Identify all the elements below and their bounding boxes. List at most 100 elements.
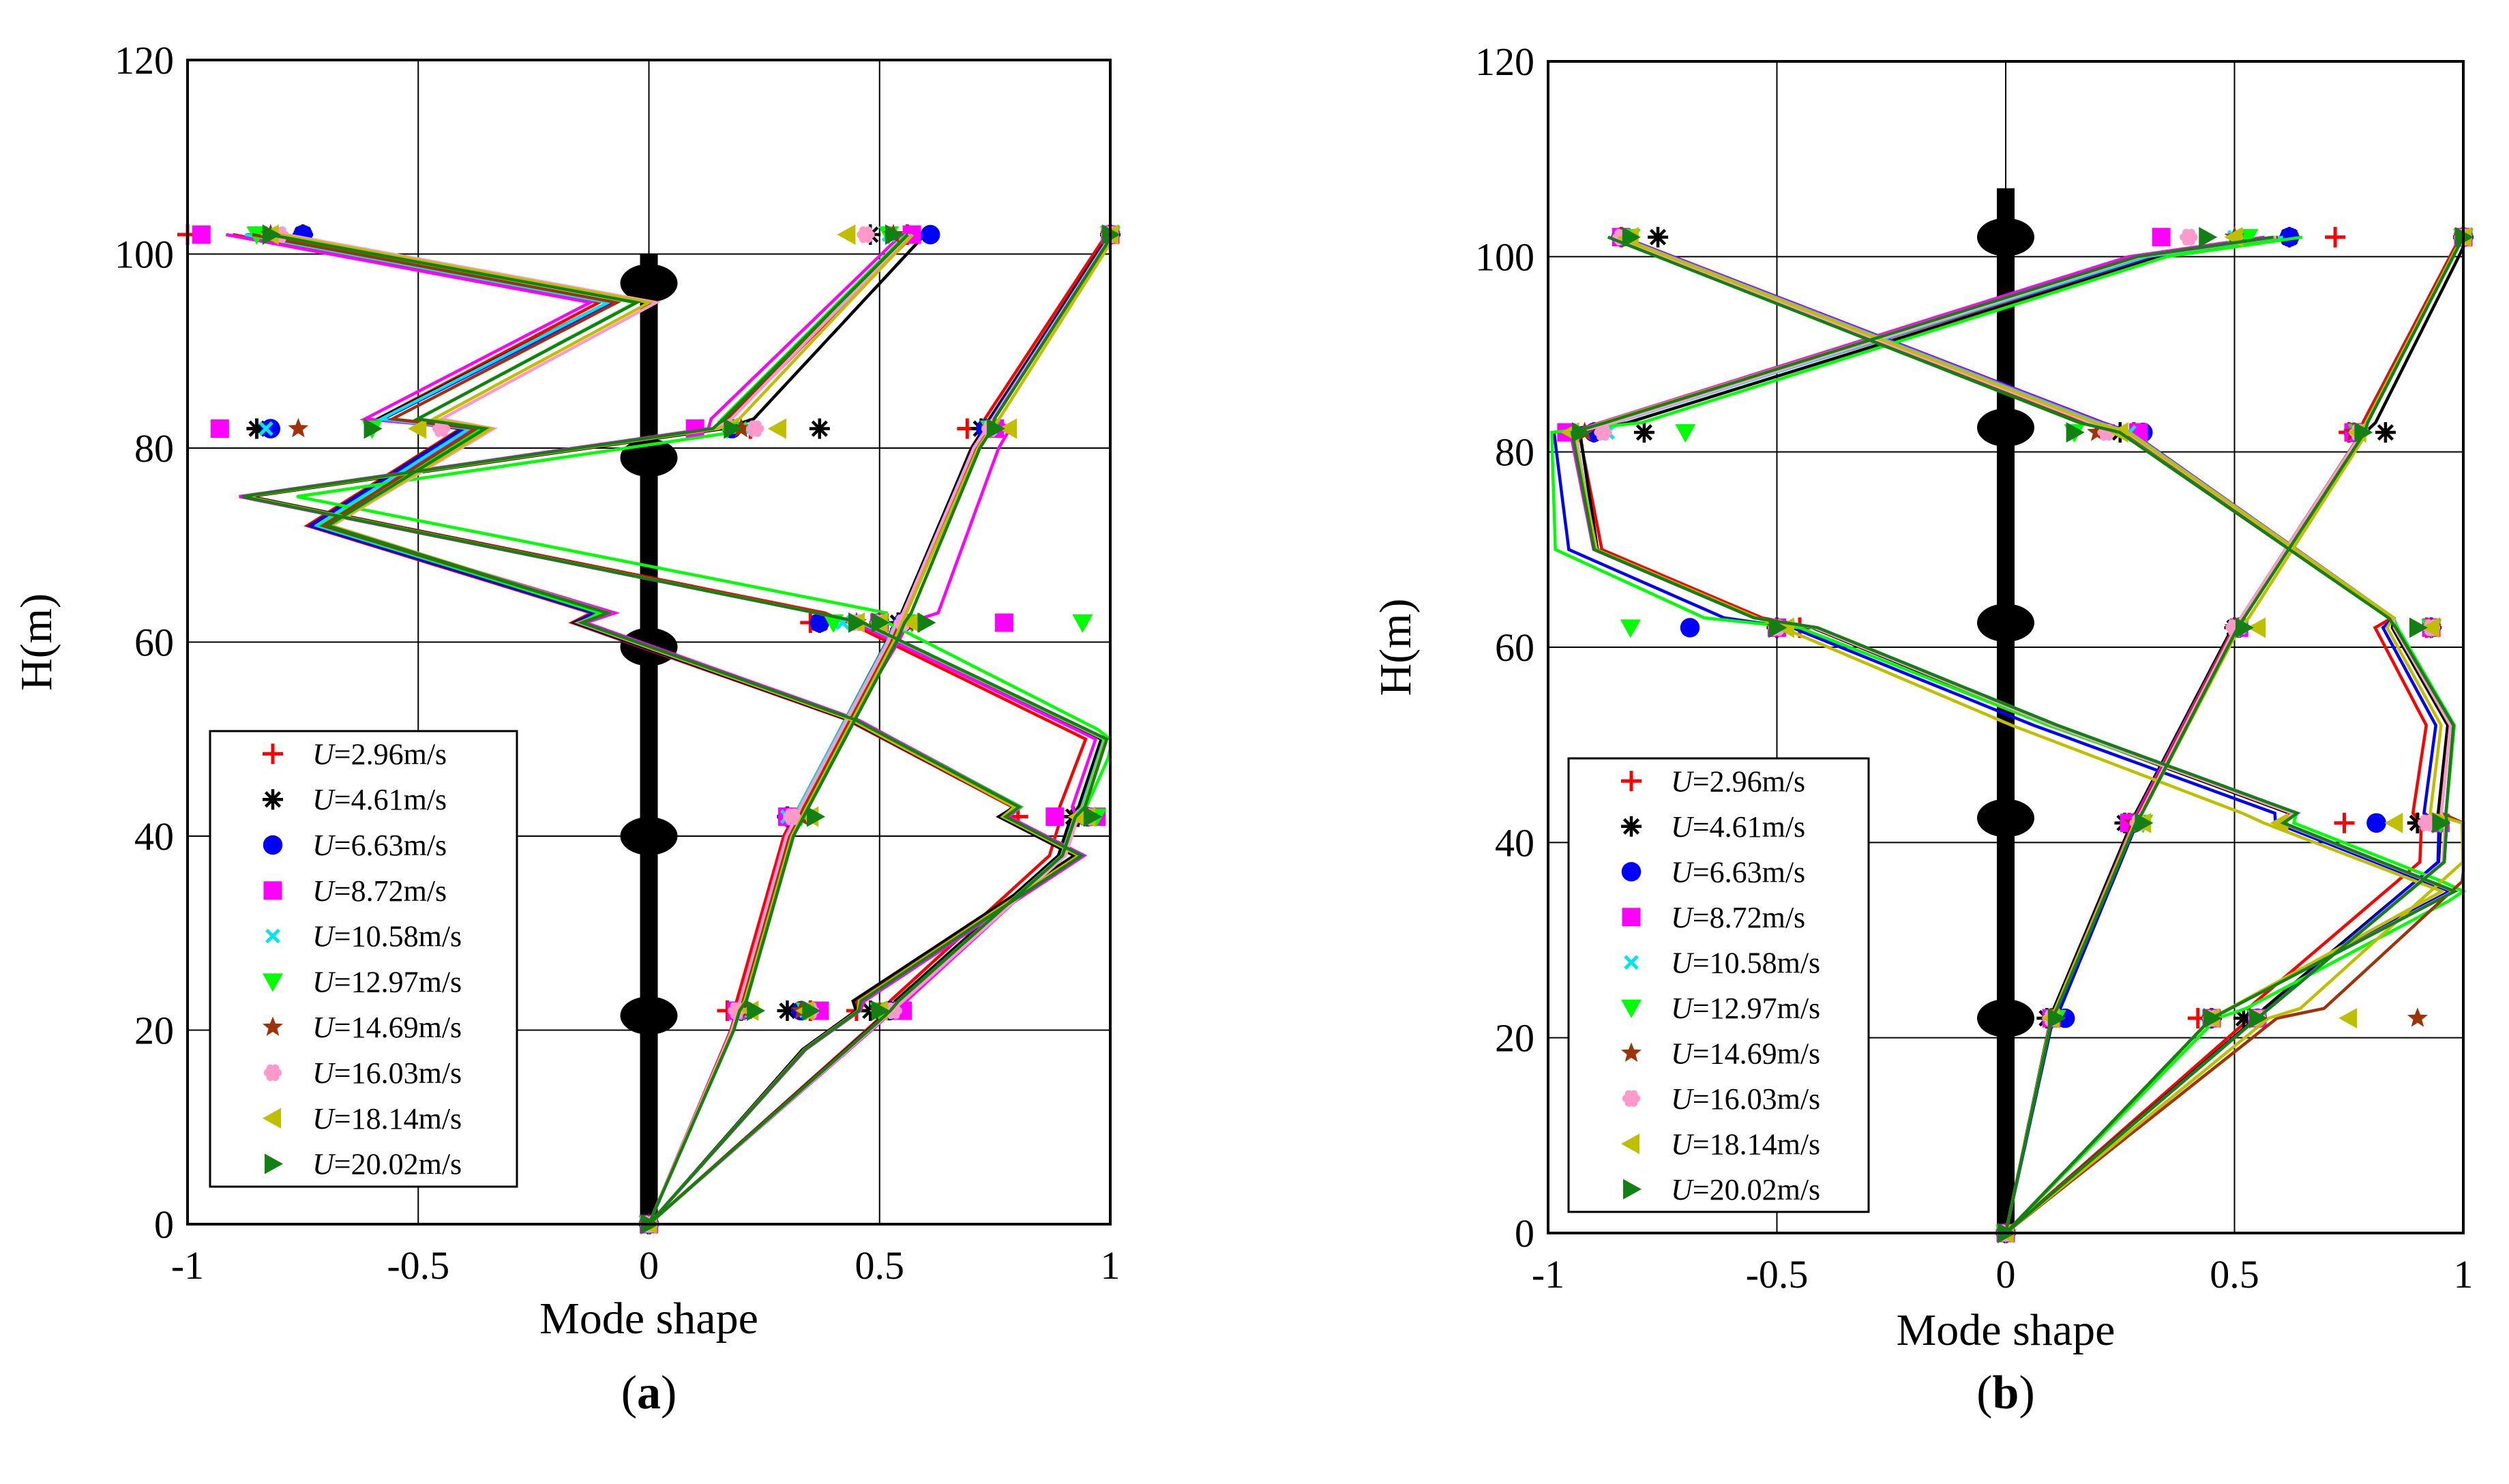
tower-node <box>620 996 678 1035</box>
y-tick-label: 100 <box>1475 235 1534 279</box>
legend-box <box>209 730 518 1188</box>
data-point <box>1680 618 1700 638</box>
data-point <box>994 613 1013 632</box>
y-tick-label: 20 <box>1495 1016 1534 1060</box>
series-group <box>177 224 1120 1234</box>
data-point <box>363 418 383 439</box>
y-tick-label: 120 <box>1475 40 1534 84</box>
curve-mode1 <box>2004 236 2465 1234</box>
data-point <box>1045 807 1065 827</box>
data-point <box>2421 617 2440 638</box>
legend-entry-label: U=20.02m/s <box>1671 1173 1820 1206</box>
legend-marker <box>265 1153 283 1174</box>
legend-marker <box>1621 771 1642 792</box>
tower-node <box>1977 799 2034 837</box>
data-point <box>1633 422 1654 443</box>
curve-mode2 <box>1607 235 2455 1234</box>
data-point <box>767 418 786 439</box>
data-point <box>1083 806 1102 827</box>
legend-entry-label: U=4.61m/s <box>312 783 447 816</box>
data-point <box>2233 1008 2254 1029</box>
x-axis-label: Mode shape <box>1897 1305 2115 1355</box>
data-point <box>1675 424 1696 443</box>
series-U=20.02m/s <box>1570 226 2474 1243</box>
tower-node <box>620 264 678 303</box>
curve-mode1 <box>647 234 1112 1225</box>
data-point <box>1620 619 1641 638</box>
tower-node <box>1977 408 2034 447</box>
data-point <box>2087 421 2108 441</box>
data-point <box>2325 226 2346 248</box>
data-point <box>1768 617 1787 638</box>
data-point <box>920 224 940 245</box>
panel-label: (a) <box>621 1367 677 1419</box>
legend-marker <box>1621 999 1642 1018</box>
x-tick-label: -0.5 <box>387 1243 449 1288</box>
legend-entry-label: U=16.03m/s <box>1671 1082 1820 1116</box>
panel-a: -1 -0.5 0 0.5 1 0 20 40 60 80 100 120 Mode shape H(m)… <box>12 38 1120 1419</box>
data-point <box>261 419 281 439</box>
tower <box>1977 188 2034 1233</box>
data-point <box>2270 812 2289 833</box>
series-group <box>1549 226 2474 1243</box>
legend-marker <box>1621 1133 1639 1155</box>
x-tick-label: -1 <box>1532 1252 1564 1296</box>
data-point <box>210 419 229 439</box>
data-point <box>288 417 309 438</box>
x-tick-label: 0.5 <box>2210 1252 2259 1296</box>
legend-marker <box>1621 1042 1642 1062</box>
y-tick-label: 20 <box>134 1009 174 1053</box>
data-point <box>745 420 764 437</box>
plot-frame <box>1547 60 2465 1234</box>
data-point <box>2407 1007 2428 1027</box>
legend-marker <box>263 881 282 900</box>
legend-marker <box>263 789 283 810</box>
data-point <box>1072 614 1093 634</box>
data-point <box>802 1000 821 1022</box>
x-tick-label: 0 <box>639 1243 659 1288</box>
data-point <box>885 224 904 246</box>
x-tick-label: -1 <box>171 1243 204 1288</box>
legend-entry-label: U=20.02m/s <box>312 1148 462 1181</box>
data-point <box>783 808 801 825</box>
data-point <box>871 612 890 634</box>
data-point <box>432 420 451 437</box>
data-point <box>2066 422 2085 443</box>
legend-marker <box>263 973 283 992</box>
data-point <box>2334 812 2355 833</box>
legend-marker <box>1622 908 1641 927</box>
data-point <box>724 418 743 439</box>
legend-entry-label: U=6.63m/s <box>1671 855 1805 889</box>
data-point <box>807 806 826 827</box>
data-point <box>902 612 921 634</box>
legend-marker <box>265 928 280 944</box>
legend-entry-label: U=8.72m/s <box>312 874 447 908</box>
data-point <box>998 418 1018 439</box>
legend-entry-label: U=18.14m/s <box>312 1102 462 1136</box>
legend-entry-label: U=14.69m/s <box>1671 1037 1820 1070</box>
series-U=20.02m/s <box>241 224 1120 1234</box>
legend-marker <box>263 1016 283 1036</box>
legend-marker <box>1621 816 1642 837</box>
data-point <box>246 418 267 439</box>
legend-entry-label: U=10.58m/s <box>312 920 462 953</box>
data-point <box>1648 226 1669 248</box>
data-point <box>2047 1008 2066 1029</box>
data-point <box>192 225 211 244</box>
x-tick-label: -0.5 <box>1746 1252 1809 1296</box>
legend: U=2.96m/s U=4.61m/s U=6.63m/s U=8.72m/s U=10… <box>209 730 518 1188</box>
y-tick-label: 100 <box>115 233 174 277</box>
data-point <box>2432 812 2451 833</box>
tower <box>620 254 678 1224</box>
data-point <box>2199 226 2218 248</box>
legend-marker <box>1621 862 1642 882</box>
tower-node <box>1977 218 2034 256</box>
data-point <box>2152 228 2171 247</box>
y-tick-label: 40 <box>1495 820 1534 865</box>
legend-box <box>1567 757 1870 1213</box>
tower-node <box>1977 999 2034 1038</box>
x-tick-label: 1 <box>2454 1252 2474 1296</box>
legend-entry-label: U=2.96m/s <box>312 737 447 771</box>
data-point <box>2238 228 2259 248</box>
data-point <box>2279 227 2300 247</box>
